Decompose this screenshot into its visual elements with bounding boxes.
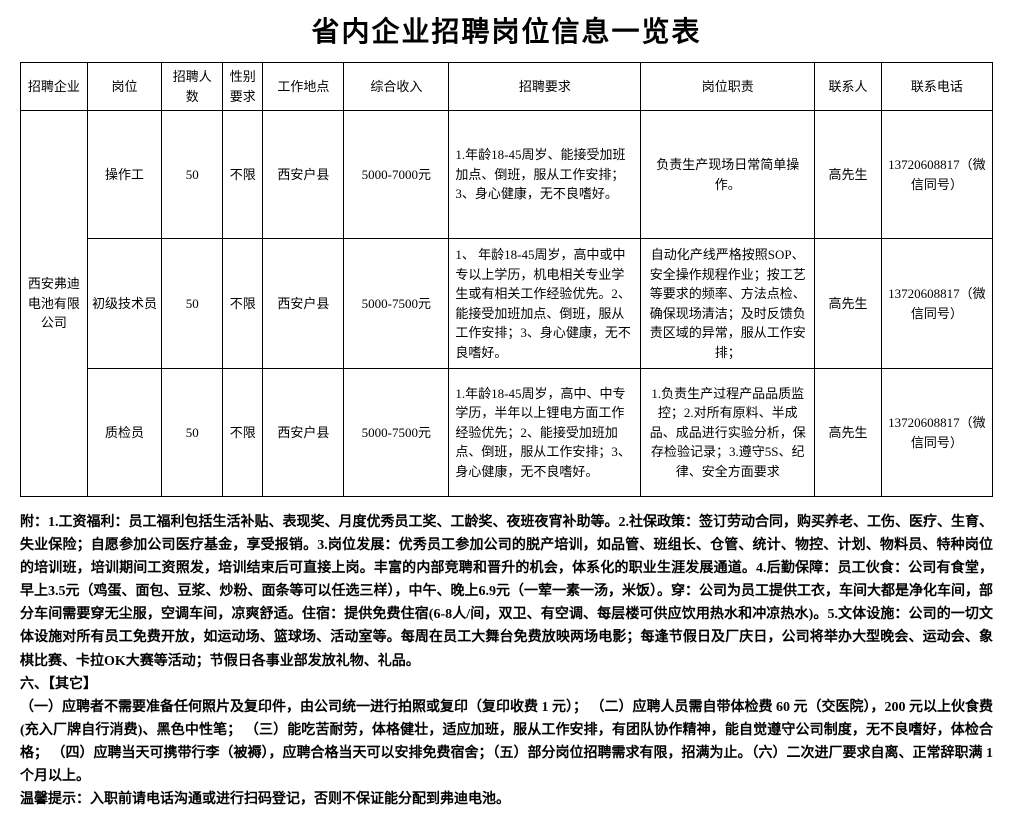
cell-phone: 13720608817（微信同号） — [881, 369, 992, 497]
page-title: 省内企业招聘岗位信息一览表 — [20, 10, 993, 50]
cell-location: 西安户县 — [263, 111, 344, 239]
th-position: 岗位 — [87, 63, 162, 111]
cell-company: 西安弗迪电池有限公司 — [21, 111, 88, 497]
th-duties: 岗位职责 — [641, 63, 815, 111]
cell-count: 50 — [162, 369, 223, 497]
table-row: 初级技术员50不限西安户县5000-7500元1、 年龄18-45周岁，高中或中… — [21, 239, 993, 369]
cell-count: 50 — [162, 239, 223, 369]
cell-position: 操作工 — [87, 111, 162, 239]
cell-duties: 负责生产现场日常简单操作。 — [641, 111, 815, 239]
cell-contact: 高先生 — [815, 239, 882, 369]
th-contact: 联系人 — [815, 63, 882, 111]
th-count: 招聘人数 — [162, 63, 223, 111]
table-body: 西安弗迪电池有限公司操作工50不限西安户县5000-7000元1.年龄18-45… — [21, 111, 993, 497]
th-requirements: 招聘要求 — [449, 63, 641, 111]
cell-location: 西安户县 — [263, 239, 344, 369]
cell-requirements: 1.年龄18-45周岁、能接受加班加点、倒班，服从工作安排；3、身心健康，无不良… — [449, 111, 641, 239]
cell-location: 西安户县 — [263, 369, 344, 497]
cell-phone: 13720608817（微信同号） — [881, 111, 992, 239]
cell-contact: 高先生 — [815, 111, 882, 239]
cell-salary: 5000-7500元 — [344, 239, 449, 369]
notes-section: 附：1.工资福利：员工福利包括生活补贴、表现奖、月度优秀员工奖、工龄奖、夜班夜宵… — [20, 511, 993, 811]
cell-position: 初级技术员 — [87, 239, 162, 369]
cell-requirements: 1.年龄18-45周岁，高中、中专学历，半年以上锂电方面工作经验优先；2、能接受… — [449, 369, 641, 497]
cell-duties: 自动化产线严格按照SOP、安全操作规程作业；按工艺等要求的频率、方法点检、确保现… — [641, 239, 815, 369]
cell-salary: 5000-7000元 — [344, 111, 449, 239]
cell-gender: 不限 — [223, 369, 263, 497]
table-row: 质检员50不限西安户县5000-7500元1.年龄18-45周岁，高中、中专学历… — [21, 369, 993, 497]
job-table: 招聘企业 岗位 招聘人数 性别要求 工作地点 综合收入 招聘要求 岗位职责 联系… — [20, 62, 993, 497]
table-row: 西安弗迪电池有限公司操作工50不限西安户县5000-7000元1.年龄18-45… — [21, 111, 993, 239]
notes-paragraph: 温馨提示：入职前请电话沟通或进行扫码登记，否则不保证能分配到弗迪电池。 — [20, 788, 993, 811]
th-salary: 综合收入 — [344, 63, 449, 111]
table-header-row: 招聘企业 岗位 招聘人数 性别要求 工作地点 综合收入 招聘要求 岗位职责 联系… — [21, 63, 993, 111]
cell-duties: 1.负责生产过程产品品质监控；2.对所有原料、半成品、成品进行实验分析，保存检验… — [641, 369, 815, 497]
cell-position: 质检员 — [87, 369, 162, 497]
th-company: 招聘企业 — [21, 63, 88, 111]
cell-phone: 13720608817（微信同号） — [881, 239, 992, 369]
th-phone: 联系电话 — [881, 63, 992, 111]
notes-paragraph: 附：1.工资福利：员工福利包括生活补贴、表现奖、月度优秀员工奖、工龄奖、夜班夜宵… — [20, 511, 993, 673]
cell-gender: 不限 — [223, 239, 263, 369]
th-location: 工作地点 — [263, 63, 344, 111]
cell-salary: 5000-7500元 — [344, 369, 449, 497]
notes-paragraph: （一）应聘者不需要准备任何照片及复印件，由公司统一进行拍照或复印（复印收费 1 … — [20, 696, 993, 788]
cell-count: 50 — [162, 111, 223, 239]
cell-gender: 不限 — [223, 111, 263, 239]
cell-contact: 高先生 — [815, 369, 882, 497]
cell-requirements: 1、 年龄18-45周岁，高中或中专以上学历，机电相关专业学生或有相关工作经验优… — [449, 239, 641, 369]
th-gender: 性别要求 — [223, 63, 263, 111]
notes-paragraph: 六、【其它】 — [20, 673, 993, 696]
